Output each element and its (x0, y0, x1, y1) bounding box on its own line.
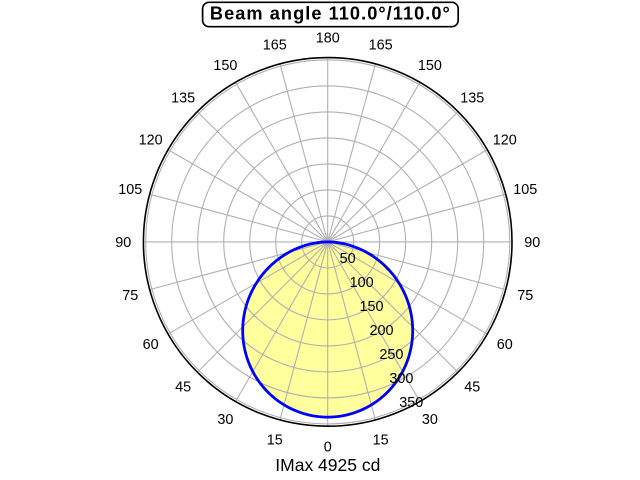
svg-text:90: 90 (115, 235, 131, 251)
svg-text:60: 60 (143, 337, 159, 353)
svg-text:100: 100 (350, 275, 374, 291)
svg-text:15: 15 (267, 432, 283, 448)
svg-text:IMax 4925 cd: IMax 4925 cd (275, 455, 380, 475)
svg-text:350: 350 (399, 395, 423, 411)
svg-text:Beam angle 110.0°/110.0°: Beam angle 110.0°/110.0° (210, 3, 451, 23)
svg-text:75: 75 (517, 288, 533, 304)
svg-text:250: 250 (379, 347, 403, 363)
svg-text:300: 300 (389, 371, 413, 387)
svg-text:150: 150 (360, 299, 384, 315)
svg-text:50: 50 (340, 251, 356, 267)
svg-text:60: 60 (497, 337, 513, 353)
svg-text:90: 90 (524, 235, 540, 251)
svg-text:30: 30 (217, 412, 233, 428)
svg-text:135: 135 (171, 90, 195, 106)
svg-text:15: 15 (373, 432, 389, 448)
svg-text:200: 200 (370, 323, 394, 339)
svg-text:150: 150 (418, 58, 442, 74)
svg-text:105: 105 (118, 182, 142, 198)
svg-text:0: 0 (324, 439, 332, 455)
svg-text:135: 135 (460, 90, 484, 106)
svg-text:180: 180 (316, 30, 340, 46)
svg-text:45: 45 (464, 380, 480, 396)
svg-text:120: 120 (139, 133, 163, 149)
svg-text:45: 45 (175, 380, 191, 396)
svg-text:165: 165 (263, 37, 287, 53)
svg-text:120: 120 (493, 133, 517, 149)
svg-text:30: 30 (422, 412, 438, 428)
svg-text:105: 105 (513, 182, 537, 198)
svg-text:150: 150 (213, 58, 237, 74)
svg-text:75: 75 (122, 288, 138, 304)
svg-text:165: 165 (369, 37, 393, 53)
